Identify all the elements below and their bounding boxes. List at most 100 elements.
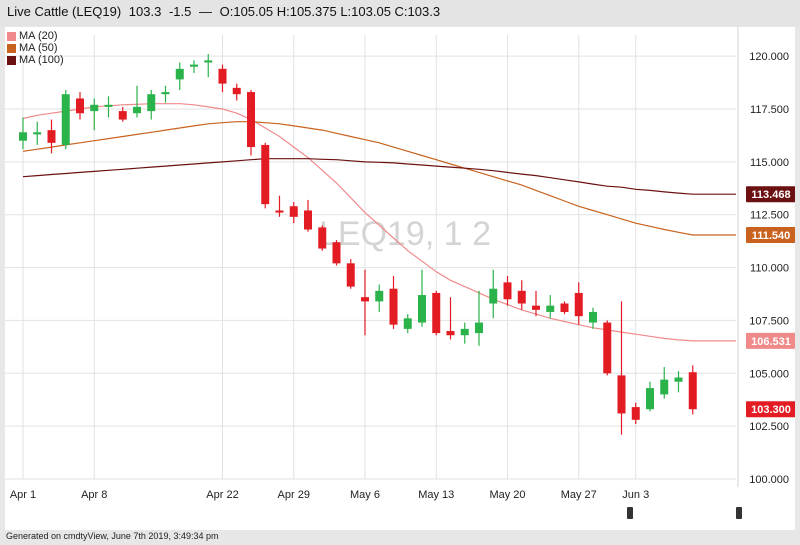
header-separator: — xyxy=(199,4,212,19)
y-tick-label: 102.500 xyxy=(749,421,789,433)
candle-body-down xyxy=(617,375,626,414)
candle-body-down xyxy=(517,290,526,304)
candle-body-down xyxy=(389,288,398,325)
scroll-handle xyxy=(627,507,633,519)
candle-body-up xyxy=(90,104,99,112)
x-tick-label: Apr 22 xyxy=(206,489,238,501)
legend-item-ma100[interactable]: MA (100) xyxy=(7,54,64,66)
candle-body-down xyxy=(361,297,369,302)
legend-swatch-ma50 xyxy=(7,43,16,53)
candle-body-down xyxy=(261,144,270,205)
candle-body-down xyxy=(318,227,327,249)
last-value-tag: 103.300 xyxy=(746,401,795,418)
candle-body-down xyxy=(275,210,284,213)
candle-body-down xyxy=(232,87,241,95)
candle-body-up xyxy=(546,305,555,312)
candle-body-up xyxy=(175,68,184,80)
candle-body-down xyxy=(47,130,56,143)
candle-body-down xyxy=(603,322,612,374)
last-value-box xyxy=(746,227,795,244)
x-tick-label: Jun 3 xyxy=(622,489,649,501)
candle-body-up xyxy=(589,311,597,323)
chart-header: Live Cattle (LEQ19) 103.3 -1.5 — O:105.0… xyxy=(0,0,800,26)
last-value-box xyxy=(746,332,795,349)
candle-body-down xyxy=(247,92,255,148)
candle-body-up xyxy=(104,104,113,107)
candle-body-up xyxy=(403,318,412,329)
candle-body-up xyxy=(147,94,156,112)
y-tick-label: 115.000 xyxy=(750,157,789,169)
symbol-name: Live Cattle (LEQ19) xyxy=(7,4,122,19)
last-value-box xyxy=(746,186,795,203)
ma50-line xyxy=(22,121,736,236)
ohlc-readout: O:105.05 H:105.375 L:103.05 C:103.3 xyxy=(219,4,441,19)
candle-body-up xyxy=(133,106,141,114)
candle-body-down xyxy=(532,305,540,310)
x-tick-label: May 27 xyxy=(561,489,597,501)
candle-body-down xyxy=(503,282,512,300)
y-tick-label: 107.500 xyxy=(749,315,789,327)
candle-body-up xyxy=(418,295,426,323)
y-tick-label: 120.000 xyxy=(749,51,789,63)
last-value-text: 106.531 xyxy=(751,336,791,348)
y-tick-label: 110.000 xyxy=(750,263,789,275)
candle-body-up xyxy=(489,288,498,304)
last-value-box xyxy=(746,401,795,418)
legend-swatch-ma100 xyxy=(7,55,16,65)
y-tick-label: 105.000 xyxy=(749,368,789,380)
price-chart[interactable]: 100.000 102.500 105.000 107.500 110.000 112.5… xyxy=(5,27,795,530)
last-price: 103.3 xyxy=(128,4,162,19)
candle-body-up xyxy=(660,379,669,395)
ma100-line xyxy=(22,158,736,195)
legend-label-ma50: MA (50) xyxy=(19,42,58,54)
candle-body-down xyxy=(446,331,455,336)
candle-body-down xyxy=(118,111,127,120)
candle-body-down xyxy=(332,242,341,264)
legend-label-ma100: MA (100) xyxy=(19,54,64,66)
candle-body-up xyxy=(460,328,469,336)
candle-body-down xyxy=(560,303,569,312)
candle-body-up xyxy=(19,132,27,141)
chart-frame[interactable]: 100.000 102.500 105.000 107.500 110.000 112.5… xyxy=(5,27,795,530)
candle-body-down xyxy=(346,263,355,287)
last-value-text: 103.300 xyxy=(751,404,791,416)
candle-body-down xyxy=(688,372,697,410)
y-tick-label: 117.500 xyxy=(750,104,789,116)
x-tick-label: Apr 8 xyxy=(81,489,107,501)
x-tick-label: Apr 29 xyxy=(278,489,310,501)
last-value-text: 111.540 xyxy=(752,230,791,242)
y-tick-label: 112.500 xyxy=(750,210,789,222)
last-value-tag: 106.531 xyxy=(746,332,795,349)
legend-swatch-ma20 xyxy=(7,31,16,41)
legend: MA (20) MA (50) MA (100) xyxy=(7,30,64,66)
x-tick-label: Apr 1 xyxy=(10,489,36,501)
candle-body-down xyxy=(574,292,583,317)
last-value-tag: 111.540 xyxy=(746,227,795,244)
candle-body-up xyxy=(375,290,384,302)
footer-timestamp: Generated on cmdtyView, June 7th 2019, 3… xyxy=(6,531,219,541)
legend-item-ma50[interactable]: MA (50) xyxy=(7,42,64,54)
x-tick-label: May 6 xyxy=(350,489,380,501)
legend-label-ma20: MA (20) xyxy=(19,30,58,42)
x-tick-label: May 13 xyxy=(418,489,454,501)
candle-body-up xyxy=(475,322,483,334)
candle-body-up xyxy=(190,64,198,67)
candle-body-up xyxy=(204,60,213,63)
candle-body-down xyxy=(631,407,640,420)
scroll-handle xyxy=(736,507,742,519)
y-tick-label: 100.000 xyxy=(749,474,789,486)
candle-body-up xyxy=(33,132,42,135)
candle-body-down xyxy=(432,292,441,334)
candle-body-down xyxy=(218,68,227,84)
candle-body-down xyxy=(289,206,298,217)
candle-body-up xyxy=(674,377,683,382)
watermark-text: LEQ19, 1 2 xyxy=(319,215,491,253)
last-value-text: 113.468 xyxy=(751,189,790,201)
candle-body-up xyxy=(161,92,170,95)
candle-body-up xyxy=(646,388,654,410)
legend-item-ma20[interactable]: MA (20) xyxy=(7,30,64,42)
x-tick-label: May 20 xyxy=(489,489,525,501)
candle-body-down xyxy=(76,98,84,114)
price-change: -1.5 xyxy=(168,4,192,19)
candle-body-up xyxy=(61,94,70,145)
